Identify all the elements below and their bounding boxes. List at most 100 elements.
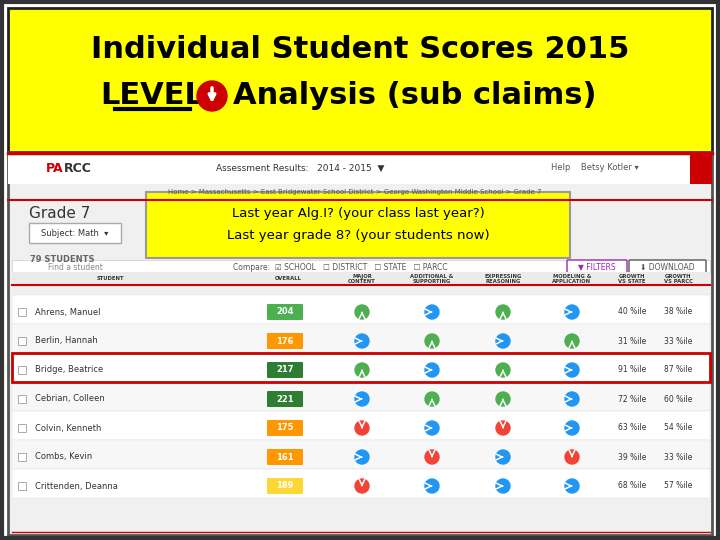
Text: Crittenden, Deanna: Crittenden, Deanna	[35, 482, 118, 490]
Circle shape	[425, 479, 439, 493]
Text: Colvin, Kenneth: Colvin, Kenneth	[35, 423, 102, 433]
FancyBboxPatch shape	[690, 152, 712, 184]
FancyBboxPatch shape	[629, 260, 706, 273]
Text: OVERALL: OVERALL	[274, 276, 302, 281]
Text: 217: 217	[276, 366, 294, 375]
Circle shape	[355, 421, 369, 435]
Text: Subject: Math  ▾: Subject: Math ▾	[41, 228, 109, 238]
Text: Berlin, Hannah: Berlin, Hannah	[35, 336, 98, 346]
Circle shape	[496, 305, 510, 319]
Text: 68 %ile: 68 %ile	[618, 482, 646, 490]
Text: STUDENT: STUDENT	[96, 276, 124, 281]
FancyBboxPatch shape	[18, 482, 26, 490]
Text: Bridge, Beatrice: Bridge, Beatrice	[35, 366, 103, 375]
FancyBboxPatch shape	[267, 304, 303, 320]
FancyBboxPatch shape	[18, 366, 26, 374]
Circle shape	[425, 392, 439, 406]
Circle shape	[355, 305, 369, 319]
FancyBboxPatch shape	[18, 453, 26, 461]
FancyBboxPatch shape	[29, 223, 121, 243]
Text: 40 %ile: 40 %ile	[618, 307, 646, 316]
FancyBboxPatch shape	[8, 152, 712, 184]
Text: Grade 7: Grade 7	[30, 206, 91, 221]
Text: 57 %ile: 57 %ile	[664, 482, 692, 490]
FancyBboxPatch shape	[267, 333, 303, 349]
FancyBboxPatch shape	[8, 8, 712, 152]
Text: Combs, Kevin: Combs, Kevin	[35, 453, 92, 462]
Text: Last year Alg.I? (your class last year?): Last year Alg.I? (your class last year?)	[232, 207, 485, 220]
Text: 204: 204	[276, 307, 294, 316]
Text: 39 %ile: 39 %ile	[618, 453, 646, 462]
FancyBboxPatch shape	[12, 295, 710, 324]
FancyBboxPatch shape	[267, 362, 303, 378]
Text: 176: 176	[276, 336, 294, 346]
Text: ⬇ DOWNLOAD: ⬇ DOWNLOAD	[639, 262, 694, 272]
Circle shape	[565, 392, 579, 406]
Circle shape	[496, 363, 510, 377]
Circle shape	[425, 421, 439, 435]
FancyBboxPatch shape	[18, 337, 26, 345]
Text: Assessment Results:   2014 - 2015  ▼: Assessment Results: 2014 - 2015 ▼	[216, 164, 384, 172]
Text: Home > Massachusetts > East Bridgewater School District > George Washington Midd: Home > Massachusetts > East Bridgewater …	[168, 189, 541, 195]
Circle shape	[355, 363, 369, 377]
Circle shape	[425, 305, 439, 319]
Text: GROWTH
VS STATE: GROWTH VS STATE	[618, 274, 646, 284]
Text: Cebrian, Colleen: Cebrian, Colleen	[35, 395, 104, 403]
Text: 31 %ile: 31 %ile	[618, 336, 646, 346]
Circle shape	[496, 421, 510, 435]
Circle shape	[425, 334, 439, 348]
Text: Compare:  ☑ SCHOOL   ☐ DISTRICT   ☐ STATE   ☐ PARCC: Compare: ☑ SCHOOL ☐ DISTRICT ☐ STATE ☐ P…	[233, 262, 447, 272]
Text: Individual Student Scores 2015: Individual Student Scores 2015	[91, 36, 629, 64]
Text: LEVEL: LEVEL	[100, 82, 204, 111]
Text: 79 STUDENTS: 79 STUDENTS	[30, 255, 94, 265]
Circle shape	[565, 421, 579, 435]
FancyBboxPatch shape	[146, 192, 570, 258]
Text: 175: 175	[276, 423, 294, 433]
FancyBboxPatch shape	[18, 308, 26, 316]
Text: 189: 189	[276, 482, 294, 490]
Text: RCC: RCC	[64, 161, 92, 174]
Text: 63 %ile: 63 %ile	[618, 423, 646, 433]
Circle shape	[565, 479, 579, 493]
Circle shape	[425, 363, 439, 377]
Text: 60 %ile: 60 %ile	[664, 395, 692, 403]
FancyBboxPatch shape	[267, 420, 303, 436]
Text: ADDITIONAL &
SUPPORTING: ADDITIONAL & SUPPORTING	[410, 274, 454, 284]
Circle shape	[565, 363, 579, 377]
Text: 72 %ile: 72 %ile	[618, 395, 646, 403]
Text: 54 %ile: 54 %ile	[664, 423, 692, 433]
Text: 91 %ile: 91 %ile	[618, 366, 646, 375]
Text: Help    Betsy Kotler ▾: Help Betsy Kotler ▾	[551, 164, 639, 172]
Circle shape	[496, 334, 510, 348]
Text: MAJOR
CONTENT: MAJOR CONTENT	[348, 274, 376, 284]
Text: 87 %ile: 87 %ile	[664, 366, 692, 375]
Circle shape	[197, 81, 227, 111]
Circle shape	[565, 305, 579, 319]
Text: Ahrens, Manuel: Ahrens, Manuel	[35, 307, 101, 316]
FancyBboxPatch shape	[8, 152, 712, 535]
FancyBboxPatch shape	[12, 440, 710, 469]
FancyBboxPatch shape	[12, 353, 710, 382]
Text: 221: 221	[276, 395, 294, 403]
FancyBboxPatch shape	[12, 382, 710, 411]
Text: PA: PA	[46, 161, 64, 174]
Text: MODELING &
APPLICATION: MODELING & APPLICATION	[552, 274, 592, 284]
FancyBboxPatch shape	[12, 411, 710, 440]
Text: Find a student: Find a student	[48, 262, 102, 272]
FancyBboxPatch shape	[267, 391, 303, 407]
Circle shape	[355, 479, 369, 493]
Circle shape	[496, 479, 510, 493]
Circle shape	[496, 392, 510, 406]
FancyBboxPatch shape	[12, 469, 710, 498]
Circle shape	[565, 334, 579, 348]
Text: 161: 161	[276, 453, 294, 462]
Circle shape	[355, 450, 369, 464]
FancyBboxPatch shape	[12, 260, 710, 273]
Circle shape	[496, 450, 510, 464]
Text: ▼ FILTERS: ▼ FILTERS	[578, 262, 616, 272]
FancyBboxPatch shape	[267, 478, 303, 494]
Circle shape	[565, 450, 579, 464]
FancyBboxPatch shape	[567, 260, 627, 273]
Text: EXPRESSING
REASONING: EXPRESSING REASONING	[485, 274, 522, 284]
Text: 33 %ile: 33 %ile	[664, 453, 692, 462]
